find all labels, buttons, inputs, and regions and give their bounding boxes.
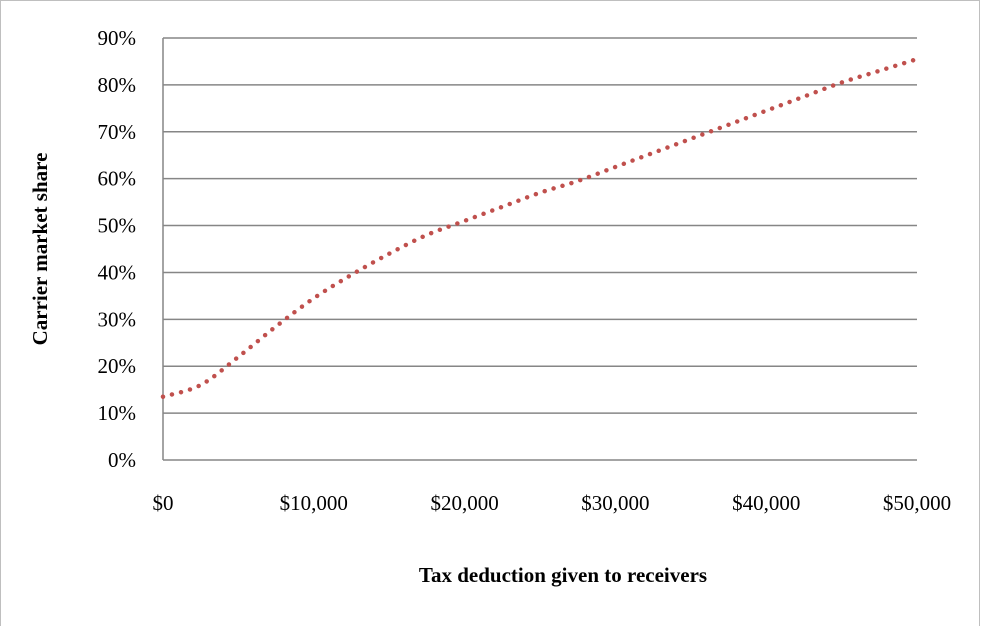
series-carrier-market-share (160, 56, 920, 399)
x-axis-title: Tax deduction given to receivers (419, 563, 707, 587)
y-tick-label: 10% (98, 401, 137, 425)
axes (162, 38, 917, 461)
x-tick-labels: $0 $10,000 $20,000 $30,000 $40,000 $50,000 (153, 491, 952, 515)
y-tick-label: 70% (98, 120, 137, 144)
y-tick-label: 20% (98, 354, 137, 378)
y-tick-label: 30% (98, 307, 137, 331)
y-axis-title: Carrier market share (28, 153, 52, 346)
x-tick-label: $20,000 (430, 491, 498, 515)
y-tick-label: 0% (108, 448, 136, 472)
x-tick-label: $30,000 (581, 491, 649, 515)
y-tick-label: 60% (98, 167, 137, 191)
x-tick-label: $50,000 (883, 491, 951, 515)
y-tick-label: 50% (98, 214, 137, 238)
y-tick-label: 90% (98, 26, 137, 50)
x-tick-label: $40,000 (732, 491, 800, 515)
x-tick-label: $10,000 (280, 491, 348, 515)
x-tick-label: $0 (153, 491, 174, 515)
y-tick-labels: 0% 10% 20% 30% 40% 50% 60% 70% 80% 90% (98, 26, 137, 472)
gridlines (163, 37, 917, 414)
y-tick-label: 40% (98, 260, 137, 284)
series-line (160, 56, 920, 399)
y-tick-label: 80% (98, 73, 137, 97)
